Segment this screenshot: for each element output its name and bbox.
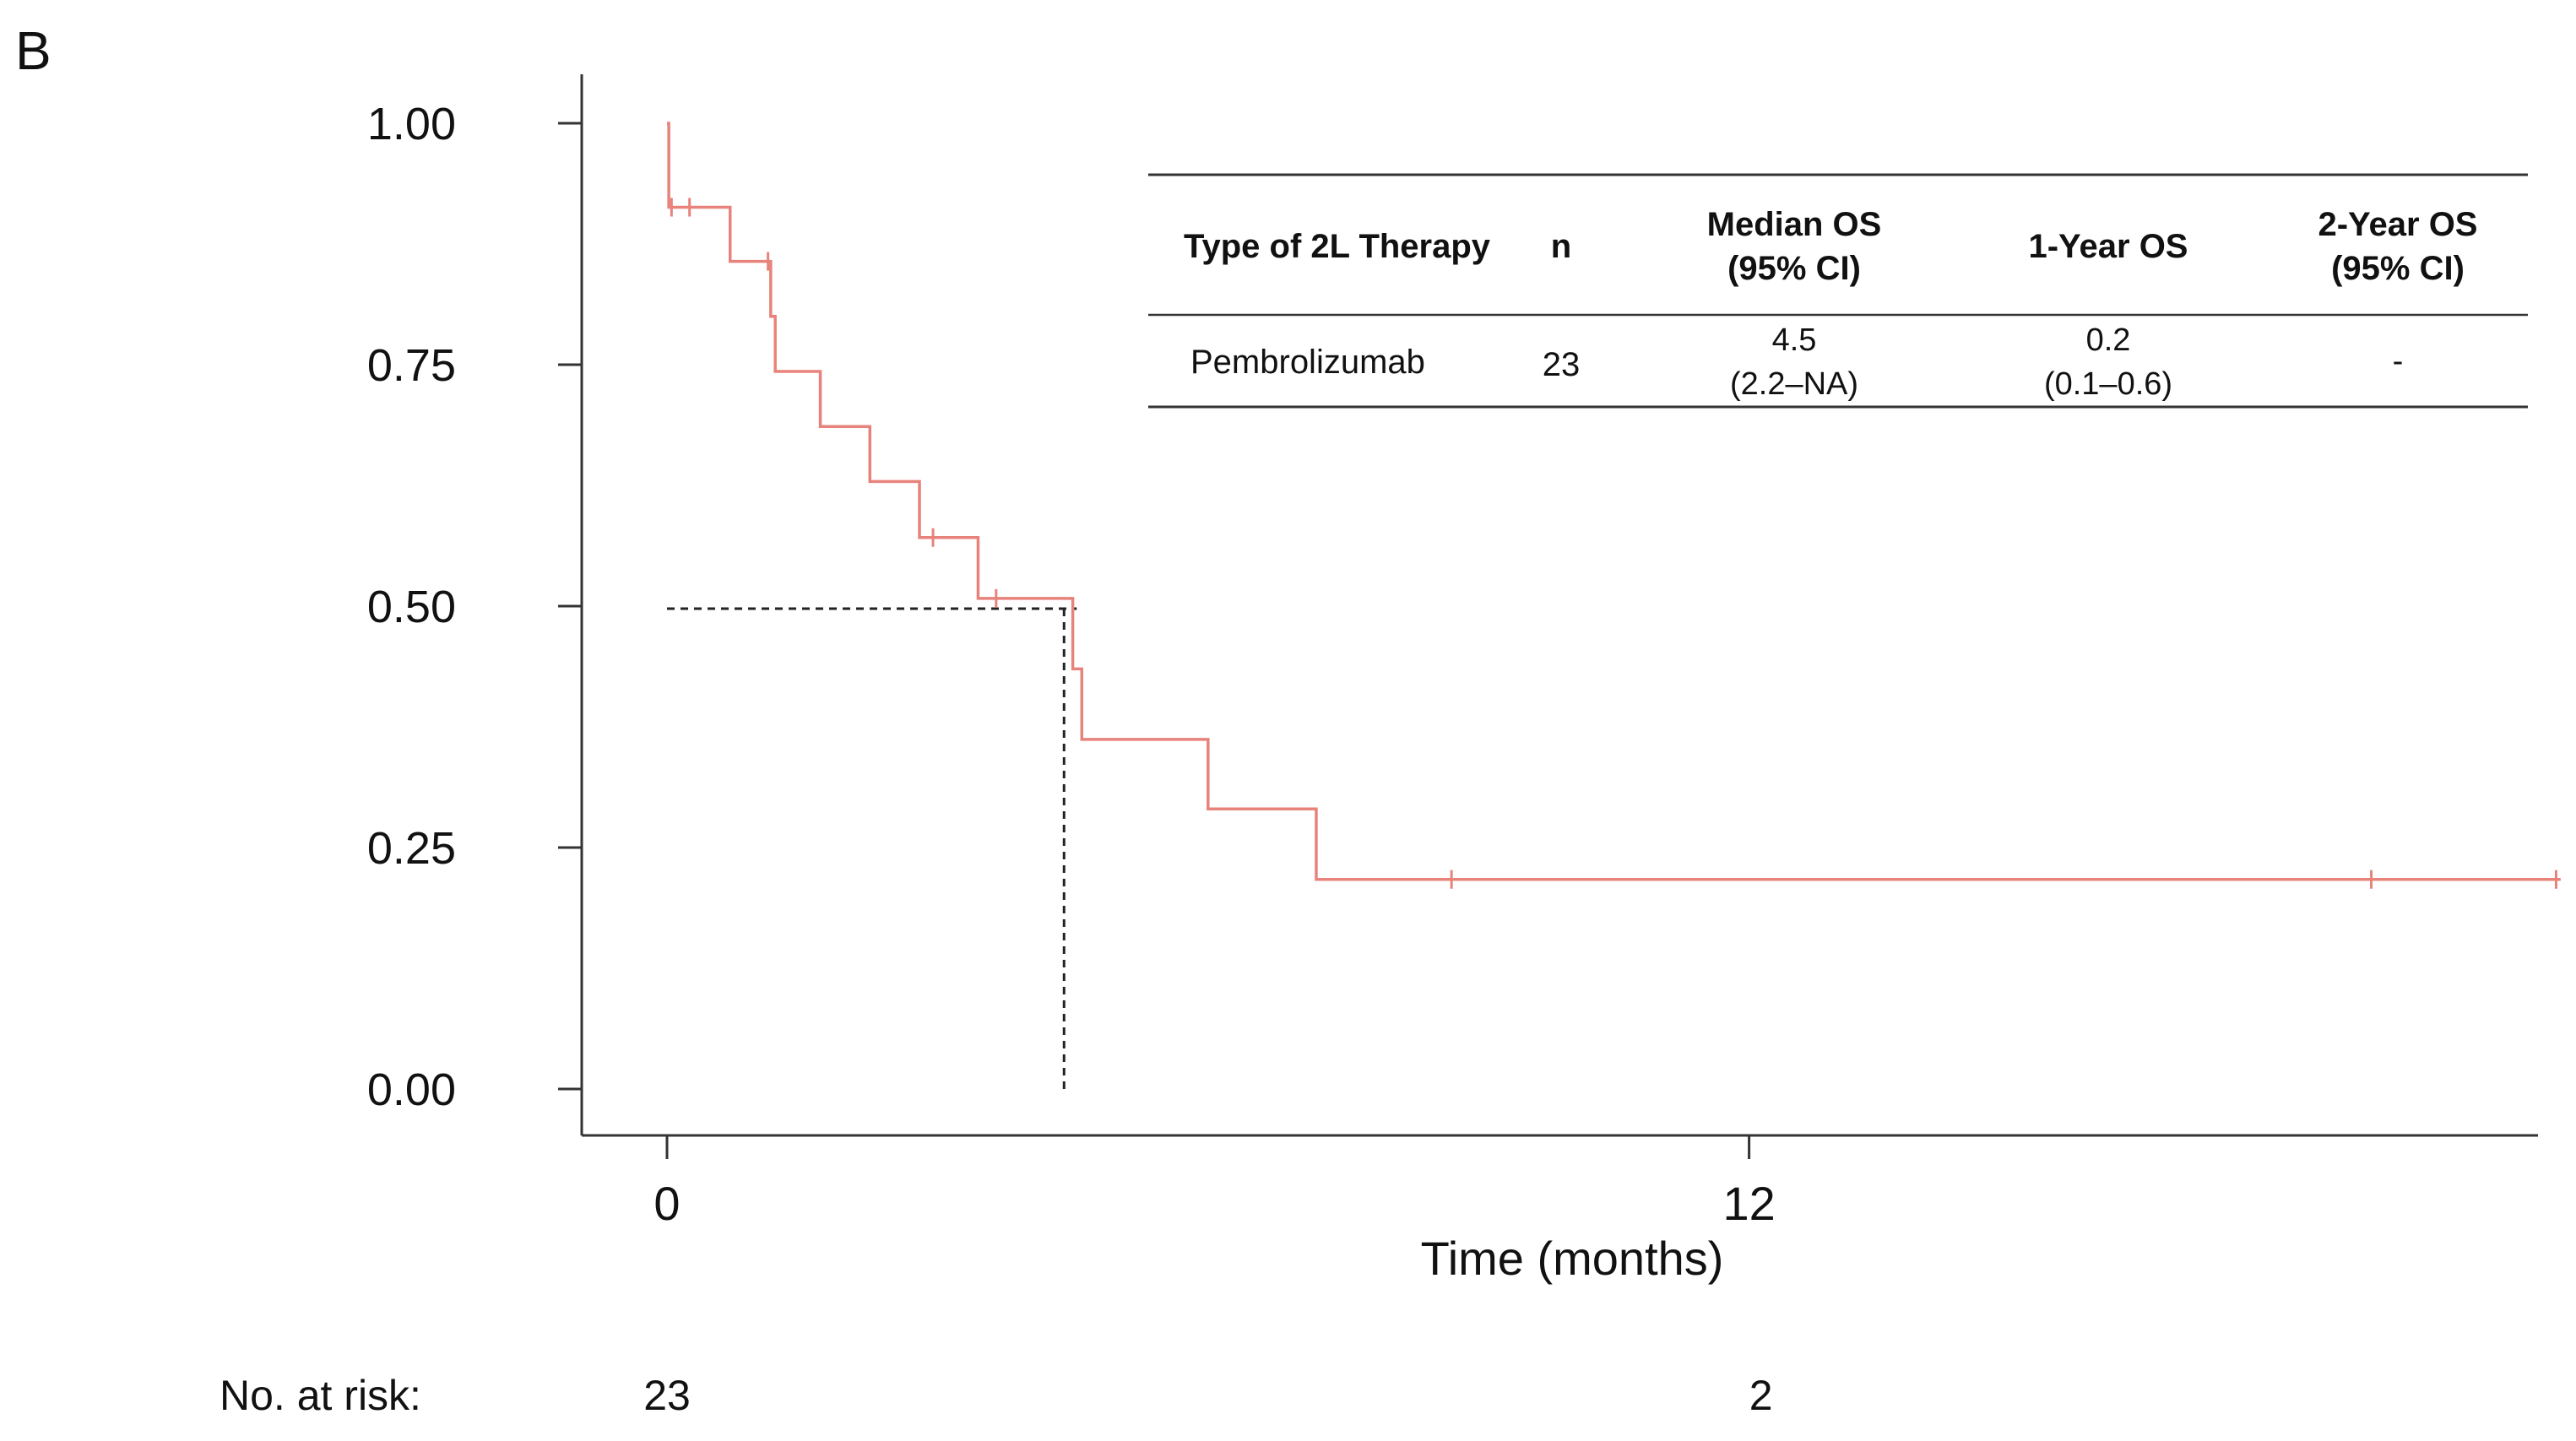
row-median-os: 4.5 [1772, 322, 1817, 358]
y-ticks: 0.00 0.25 0.50 0.75 1.00 [367, 99, 582, 1115]
header-median-os-ci: (95% CI) [1727, 250, 1861, 287]
header-therapy-type: Type of 2L Therapy [1184, 228, 1491, 265]
panel-label: B [15, 20, 52, 81]
survival-curve-pembrolizumab [667, 122, 2561, 881]
risk-count: 2 [1749, 1372, 1773, 1419]
censor-marks [670, 198, 2557, 889]
survival-curve-group [667, 122, 2561, 881]
row-n: 23 [1543, 346, 1581, 383]
row-median-os-ci: (2.2–NA) [1730, 366, 1858, 402]
summary-table: Type of 2L Therapy n Median OS (95% CI) … [1148, 173, 2528, 409]
y-tick-label: 0.25 [367, 823, 456, 874]
x-ticks: 0 12 [653, 1135, 1776, 1230]
header-two-year-os-ci: (95% CI) [2331, 250, 2465, 287]
median-reference-lines [667, 607, 1077, 1089]
risk-table-counts: 23 2 [643, 1372, 1772, 1419]
row-one-year-os-ci: (0.1–0.6) [2044, 366, 2172, 402]
y-tick-label: 1.00 [367, 99, 456, 149]
x-tick-label: 0 [653, 1177, 680, 1230]
row-one-year-os: 0.2 [2086, 322, 2131, 358]
y-tick-label: 0.50 [367, 582, 456, 632]
y-tick-label: 0.00 [367, 1064, 456, 1115]
header-n: n [1551, 228, 1571, 265]
x-tick-label: 12 [1722, 1177, 1775, 1230]
header-two-year-os: 2-Year OS [2318, 206, 2477, 243]
y-tick-label: 0.75 [367, 340, 456, 391]
risk-table-label: No. at risk: [220, 1372, 421, 1419]
x-axis-title: Time (months) [1421, 1232, 1724, 1285]
risk-count: 23 [643, 1372, 691, 1419]
row-therapy: Pembrolizumab [1190, 344, 1425, 381]
header-median-os: Median OS [1707, 206, 1882, 243]
row-two-year-os: - [2393, 344, 2404, 379]
header-one-year-os: 1-Year OS [2028, 228, 2188, 265]
